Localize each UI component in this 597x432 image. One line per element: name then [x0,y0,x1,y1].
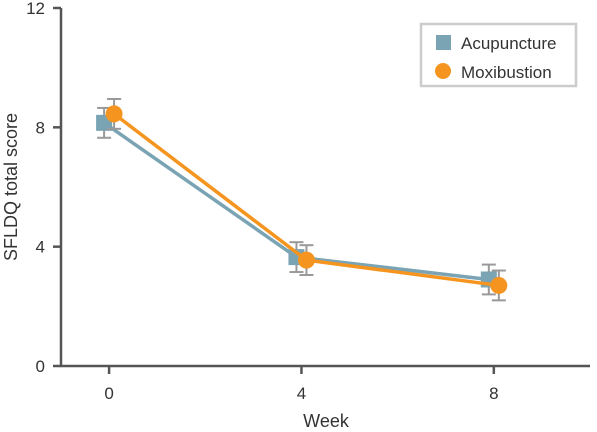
legend-label-acupuncture: Acupuncture [461,34,556,53]
axes [59,8,590,368]
x-tick-label: 4 [297,384,306,403]
x-axis-title: Week [303,411,350,431]
legend-label-moxibustion: Moxibustion [461,63,552,82]
y-tick-label: 0 [36,357,45,376]
y-axis-title: SFLDQ total score [1,113,21,261]
series-acupuncture [96,106,497,296]
legend: Acupuncture Moxibustion [419,22,578,88]
x-ticks: 0 4 8 [104,366,499,403]
legend-marker-moxibustion [435,63,451,79]
series-moxibustion [105,97,508,302]
y-ticks: 0 4 8 12 [26,0,61,376]
x-tick-label: 8 [489,384,498,403]
y-tick-label: 8 [36,118,45,137]
x-tick-label: 0 [104,384,113,403]
legend-marker-acupuncture [436,35,451,50]
data-point-moxibustion [297,251,315,269]
y-tick-label: 4 [36,238,45,257]
data-point-moxibustion [105,105,123,123]
y-tick-label: 12 [26,0,45,18]
data-point-moxibustion [490,276,508,294]
series-layer [96,97,508,302]
